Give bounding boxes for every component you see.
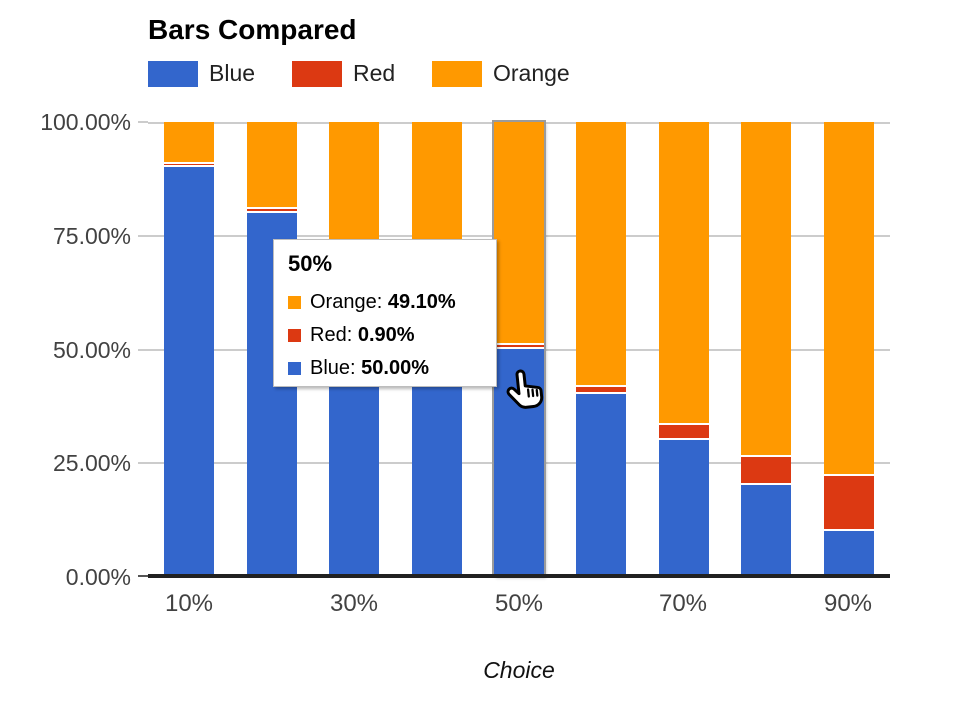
segment-separator (246, 207, 297, 210)
bar-segment-red[interactable] (823, 476, 874, 529)
bar-segment-orange[interactable] (576, 122, 627, 385)
x-axis-label-50: 50% (494, 590, 544, 617)
bar-segment-orange[interactable] (329, 122, 380, 253)
x-axis-title: Choice (483, 657, 555, 683)
x-axis-baseline (148, 574, 890, 578)
tooltip-swatch-orange (288, 296, 301, 309)
bar-segment-red[interactable] (246, 209, 297, 211)
segment-separator (576, 384, 627, 387)
x-axis-label-90: 90% (823, 590, 873, 617)
segment-separator (494, 347, 544, 349)
segment-separator (741, 454, 792, 457)
y-axis-tick (138, 121, 148, 123)
bar-segment-blue[interactable] (741, 485, 792, 576)
segment-separator (823, 528, 874, 531)
hand-pointer-cursor (506, 369, 544, 409)
y-axis-tick (138, 349, 148, 351)
legend-swatch-orange (432, 60, 482, 87)
tooltip-text: Orange: 49.10% (310, 291, 456, 313)
y-axis-label-75: 75.00% (52, 223, 131, 249)
bar-segment-red[interactable] (164, 163, 215, 166)
bar-90pct[interactable] (823, 122, 874, 576)
chart-title: Bars Compared (148, 14, 357, 45)
y-axis-label-100: 100.00% (40, 109, 131, 135)
bar-segment-red[interactable] (741, 456, 792, 484)
x-axis-label-30: 30% (329, 590, 379, 617)
segment-separator (823, 474, 874, 477)
legend-item-blue: Blue (148, 60, 255, 87)
bar-10pct[interactable] (164, 122, 215, 576)
x-axis-label-70: 70% (658, 590, 708, 617)
segment-separator (576, 392, 627, 395)
legend-swatch-blue (148, 60, 198, 87)
y-axis-label-25: 25.00% (52, 450, 131, 476)
tooltip-header: 50% (288, 251, 333, 276)
y-axis-label-50: 50.00% (52, 337, 131, 363)
bar-50pct[interactable] (492, 120, 546, 578)
tooltip-text: Red: 0.90% (310, 324, 415, 346)
tooltip-swatch-red (288, 329, 301, 342)
legend-item-orange: Orange (432, 60, 570, 87)
bar-segment-blue[interactable] (576, 394, 627, 576)
bar-segment-orange[interactable] (741, 122, 792, 455)
bar-segment-red[interactable] (494, 344, 544, 347)
segment-separator (164, 161, 215, 164)
bar-segment-orange[interactable] (494, 122, 544, 343)
y-axis-label-0: 0.00% (65, 564, 131, 590)
legend-label: Blue (209, 60, 256, 86)
bar-segment-red[interactable] (658, 425, 709, 438)
segment-separator (741, 483, 792, 486)
segment-separator (246, 210, 297, 213)
legend-item-red: Red (292, 60, 395, 87)
legend-swatch-red (292, 60, 342, 87)
bar-70pct[interactable] (658, 122, 709, 576)
bar-segment-blue[interactable] (823, 530, 874, 576)
bar-segment-orange[interactable] (164, 122, 215, 162)
segment-separator (164, 165, 215, 168)
segment-separator (494, 342, 544, 345)
x-axis-label-10: 10% (164, 590, 214, 617)
segment-separator (658, 437, 709, 440)
bar-segment-blue[interactable] (164, 167, 215, 576)
tooltip-row-red: Red: 0.90% (288, 319, 496, 352)
bar-segment-blue[interactable] (658, 439, 709, 576)
segment-separator (658, 423, 709, 426)
bar-segment-orange[interactable] (246, 122, 297, 208)
legend-label: Orange (493, 60, 570, 86)
tooltip-row-blue: Blue: 50.00% (288, 352, 496, 385)
bar-segment-orange[interactable] (658, 122, 709, 424)
y-axis-tick (138, 235, 148, 237)
bar-segment-orange[interactable] (823, 122, 874, 475)
legend-label: Red (353, 60, 396, 86)
plot-area (148, 120, 890, 578)
tooltip-swatch-blue (288, 362, 301, 375)
bar-60pct[interactable] (576, 122, 627, 576)
legend: Blue Red Orange (0, 60, 978, 90)
y-axis-tick (138, 575, 148, 577)
bar-80pct[interactable] (741, 122, 792, 576)
y-axis-tick (138, 462, 148, 464)
hover-tooltip: 50% Orange: 49.10% Red: 0.90% Blue: 50.0… (273, 239, 497, 387)
tooltip-text: Blue: 50.00% (310, 357, 429, 379)
tooltip-row-orange: Orange: 49.10% (288, 286, 496, 319)
bar-segment-red[interactable] (576, 386, 627, 393)
